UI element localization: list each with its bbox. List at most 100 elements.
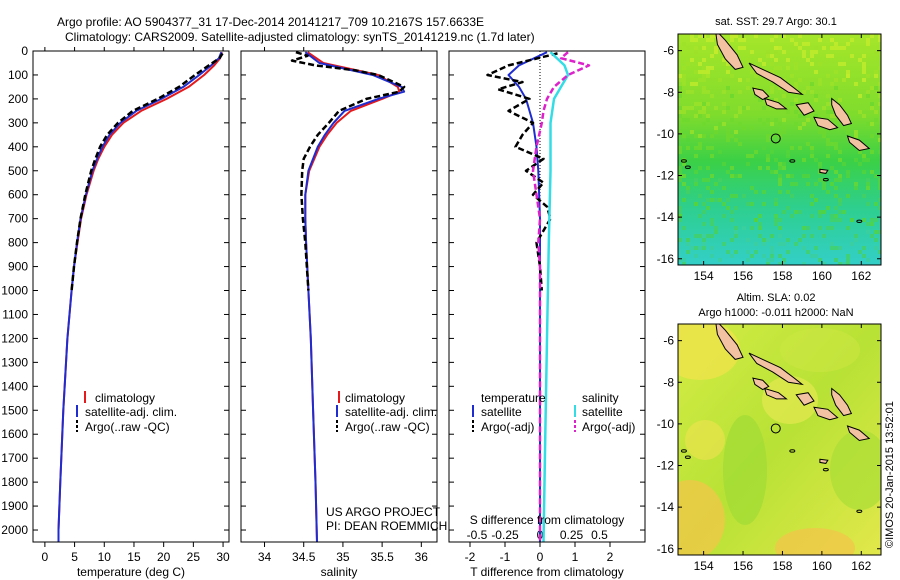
sst-pixel: [778, 46, 782, 50]
sst-pixel: [842, 262, 846, 265]
sst-pixel: [778, 166, 782, 170]
sst-pixel: [798, 114, 802, 118]
sst-pixel: [862, 194, 866, 198]
sst-pixel: [750, 186, 754, 190]
reef: [680, 449, 687, 453]
sst-pixel: [822, 186, 826, 190]
sst-pixel: [726, 250, 730, 254]
sst-pixel: [686, 146, 690, 150]
sst-pixel: [878, 138, 881, 142]
stick-label-diff: -0.25: [491, 528, 519, 542]
sst-pixel: [730, 134, 734, 138]
sst-pixel: [714, 126, 718, 130]
series-t-argo-adj-: [486, 52, 558, 291]
sst-pixel: [746, 58, 750, 62]
sst-pixel: [870, 222, 874, 226]
xtick-label-temperature: 5: [71, 550, 78, 564]
sst-pixel: [854, 134, 858, 138]
project-label: US ARGO PROJECT: [326, 505, 441, 519]
sst-pixel: [774, 214, 778, 218]
sst-pixel: [678, 86, 682, 90]
ytick-label-temperature: 800: [8, 236, 28, 250]
sst-pixel: [722, 186, 726, 190]
map-ytick-label: -16: [657, 542, 675, 556]
sst-pixel: [698, 146, 702, 150]
island: [813, 116, 839, 131]
xtick-label-temperature: 30: [216, 550, 230, 564]
sst-pixel: [842, 162, 846, 166]
sst-pixel: [722, 90, 726, 94]
sst-pixel: [758, 98, 762, 102]
sst-pixel: [702, 102, 706, 106]
temperature-lines: [57, 51, 224, 542]
sst-pixel: [730, 254, 734, 258]
sst-pixel: [722, 214, 726, 218]
sst-pixel: [842, 126, 846, 130]
difference-xlabel-top: S difference from climatology: [470, 513, 625, 527]
sst-pixel: [806, 250, 810, 254]
sst-pixel: [706, 178, 710, 182]
sst-pixel: [690, 90, 694, 94]
sst-pixel: [734, 130, 738, 134]
sst-pixel: [858, 110, 862, 114]
sst-pixel: [714, 182, 718, 186]
sst-pixel: [834, 86, 838, 90]
sst-pixel: [682, 162, 686, 166]
sst-pixel: [802, 42, 806, 46]
sst-pixel: [686, 242, 690, 246]
sst-pixel: [774, 98, 778, 102]
island: [748, 62, 804, 96]
sst-pixel: [846, 170, 850, 174]
sst-pixel: [746, 250, 750, 254]
sst-pixel: [786, 66, 790, 70]
sst-pixel: [814, 246, 818, 250]
sst-pixel: [870, 134, 874, 138]
island: [752, 87, 770, 101]
sst-pixel: [734, 230, 738, 234]
sst-pixel: [754, 250, 758, 254]
sst-pixel: [702, 134, 706, 138]
sst-pixel: [702, 238, 706, 242]
sst-pixel: [866, 90, 870, 94]
island: [795, 392, 815, 406]
sst-pixel: [746, 106, 750, 110]
sst-pixel: [878, 150, 881, 154]
sst-pixel: [826, 138, 830, 142]
map-ytick-label: -14: [657, 210, 675, 224]
sst-pixel: [706, 90, 710, 94]
sst-pixel: [842, 78, 846, 82]
sst-pixel: [790, 182, 794, 186]
sst-pixel: [798, 126, 802, 130]
series-climatology: [57, 51, 223, 542]
map-ytick-label: -6: [663, 44, 674, 58]
temperature-legend: climatology satellite-adj. clim. Argo(..…: [76, 391, 177, 434]
sst-pixel: [874, 118, 878, 122]
sst-pixel: [678, 114, 682, 118]
sst-pixel: [678, 166, 682, 170]
sst-pixel: [818, 226, 822, 230]
sst-pixel: [806, 174, 810, 178]
sst-pixel: [702, 122, 706, 126]
sst-pixel: [846, 130, 850, 134]
ytick-label-temperature: 600: [8, 188, 28, 202]
sst-pixel: [822, 134, 826, 138]
sst-pixel: [786, 154, 790, 158]
sst-pixel: [862, 114, 866, 118]
sst-pixel: [834, 170, 838, 174]
sst-pixel: [878, 206, 881, 210]
sst-pixel: [770, 70, 774, 74]
sst-pixel: [750, 254, 754, 258]
sst-pixel: [766, 158, 770, 162]
sst-pixel: [710, 66, 714, 70]
sst-pixel: [818, 38, 822, 42]
figure-title-line1: Argo profile: AO 5904377_31 17-Dec-2014 …: [57, 15, 484, 29]
map-ytick-label: -10: [657, 417, 675, 431]
sst-pixel: [874, 86, 878, 90]
sst-pixel: [782, 34, 786, 38]
sst-pixel: [862, 218, 866, 222]
sst-pixel: [782, 118, 786, 122]
sst-pixel: [838, 150, 842, 154]
sst-pixel: [782, 126, 786, 130]
sst-pixel: [714, 198, 718, 202]
sst-pixel: [794, 182, 798, 186]
